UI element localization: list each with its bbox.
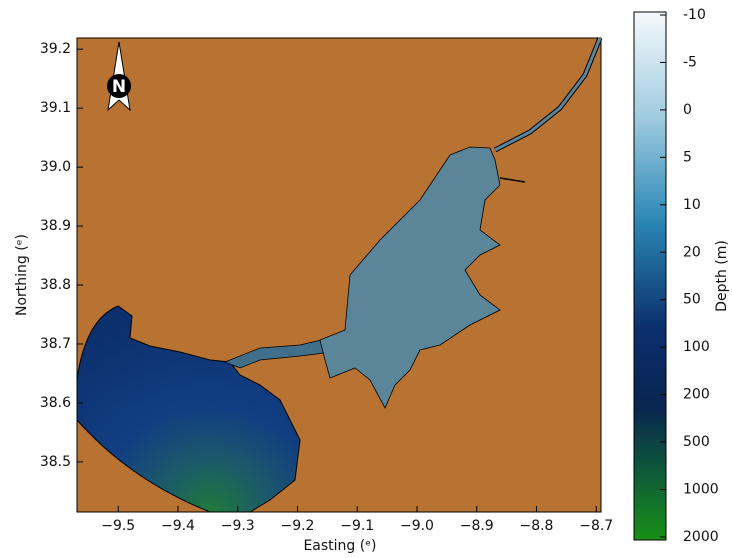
y-tick-label: 39.1 bbox=[40, 100, 71, 116]
y-axis-label: Northing (ᵉ) bbox=[14, 234, 30, 316]
x-tick-label: −8.8 bbox=[519, 518, 553, 534]
x-tick-label: −9.0 bbox=[400, 518, 434, 534]
x-tick-label: −9.1 bbox=[340, 518, 374, 534]
y-tick-label: 39.0 bbox=[40, 159, 71, 175]
y-tick-label: 38.8 bbox=[40, 277, 71, 293]
x-tick-label: −9.2 bbox=[280, 518, 314, 534]
colorbar-tick-label: 10 bbox=[683, 197, 701, 213]
y-tick-label: 39.2 bbox=[40, 41, 71, 57]
x-tick-label: −8.9 bbox=[460, 518, 494, 534]
y-tick-label: 38.5 bbox=[40, 454, 71, 470]
colorbar-tick-label: 20 bbox=[683, 244, 701, 260]
colorbar-tick-label: 0 bbox=[683, 102, 692, 118]
colorbar-tick-label: 100 bbox=[683, 339, 710, 355]
north-label: N bbox=[112, 77, 126, 97]
colorbar-tick-label: 500 bbox=[683, 434, 710, 450]
x-tick-label: −9.3 bbox=[221, 518, 255, 534]
colorbar bbox=[634, 12, 666, 540]
y-tick-label: 38.7 bbox=[40, 336, 71, 352]
x-tick-label: −9.5 bbox=[101, 518, 135, 534]
colorbar-tick-label: 50 bbox=[683, 292, 701, 308]
colorbar-tick-label: 5 bbox=[683, 149, 692, 165]
map-figure: N Easting (ᵉ) Northing (ᵉ) Depth (m) −9.… bbox=[0, 0, 732, 554]
x-axis-label: Easting (ᵉ) bbox=[303, 538, 376, 554]
y-tick-label: 38.6 bbox=[40, 395, 71, 411]
colorbar-tick-label: 1000 bbox=[683, 482, 719, 498]
colorbar-tick-label: -10 bbox=[683, 7, 706, 23]
colorbar-tick-label: -5 bbox=[683, 54, 697, 70]
y-tick-label: 38.9 bbox=[40, 218, 71, 234]
colorbar-tick-label: 2000 bbox=[683, 529, 719, 545]
colorbar-tick-label: 200 bbox=[683, 387, 710, 403]
x-tick-label: −8.7 bbox=[579, 518, 613, 534]
colorbar-label: Depth (m) bbox=[714, 240, 730, 312]
x-tick-label: −9.4 bbox=[161, 518, 195, 534]
